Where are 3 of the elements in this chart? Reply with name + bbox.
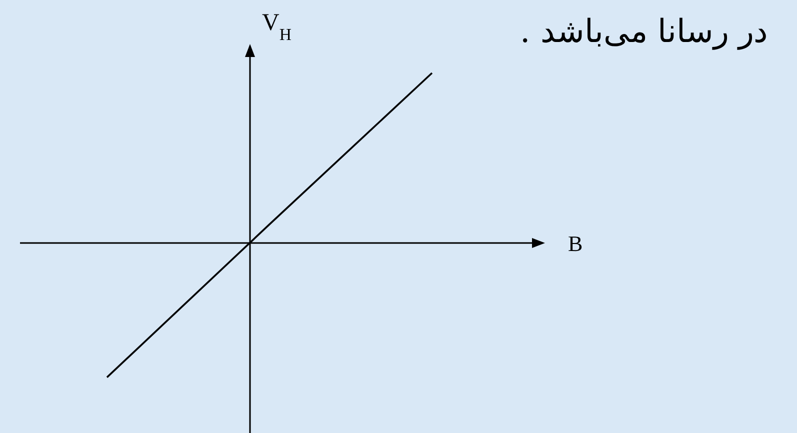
text: در رسانا می‌باشد . xyxy=(520,12,768,50)
x-axis-title: B xyxy=(568,231,583,256)
y-axis-title: V$_{H}$ xyxy=(262,10,292,44)
